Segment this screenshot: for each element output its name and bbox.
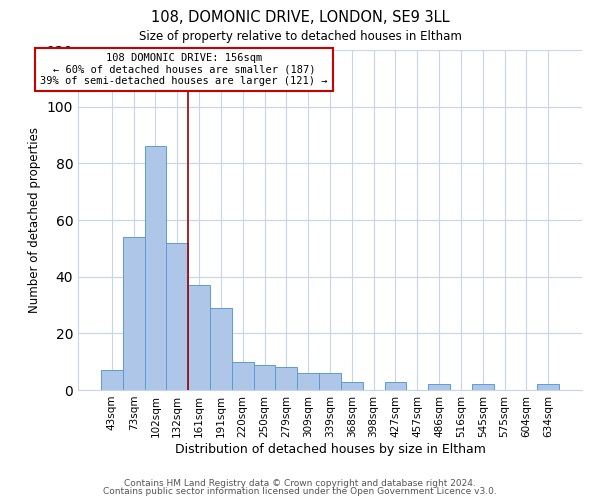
- Bar: [428, 384, 450, 390]
- Bar: [123, 237, 145, 390]
- Bar: [319, 373, 341, 390]
- Bar: [472, 384, 494, 390]
- Bar: [297, 373, 319, 390]
- Bar: [166, 242, 188, 390]
- Text: Contains public sector information licensed under the Open Government Licence v3: Contains public sector information licen…: [103, 487, 497, 496]
- Bar: [188, 285, 210, 390]
- Bar: [210, 308, 232, 390]
- Bar: [275, 368, 297, 390]
- Bar: [101, 370, 123, 390]
- Bar: [254, 364, 275, 390]
- Text: Size of property relative to detached houses in Eltham: Size of property relative to detached ho…: [139, 30, 461, 43]
- Y-axis label: Number of detached properties: Number of detached properties: [28, 127, 41, 313]
- Bar: [385, 382, 406, 390]
- Bar: [537, 384, 559, 390]
- Bar: [145, 146, 166, 390]
- Text: 108, DOMONIC DRIVE, LONDON, SE9 3LL: 108, DOMONIC DRIVE, LONDON, SE9 3LL: [151, 10, 449, 25]
- X-axis label: Distribution of detached houses by size in Eltham: Distribution of detached houses by size …: [175, 442, 485, 456]
- Text: Contains HM Land Registry data © Crown copyright and database right 2024.: Contains HM Land Registry data © Crown c…: [124, 478, 476, 488]
- Bar: [232, 362, 254, 390]
- Bar: [341, 382, 363, 390]
- Text: 108 DOMONIC DRIVE: 156sqm
← 60% of detached houses are smaller (187)
39% of semi: 108 DOMONIC DRIVE: 156sqm ← 60% of detac…: [40, 53, 328, 86]
